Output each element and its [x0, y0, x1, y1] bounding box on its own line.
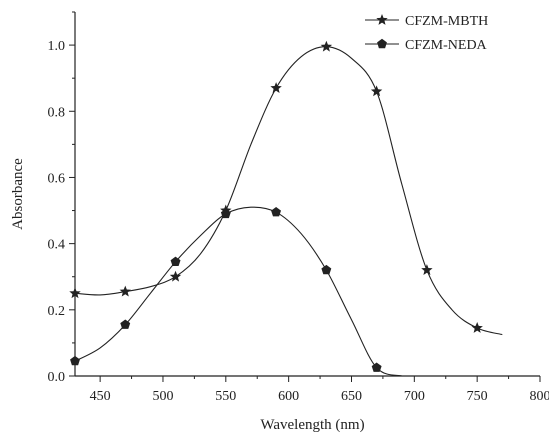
- x-tick-label: 500: [152, 389, 173, 404]
- data-point-cfzm-mbth: [421, 264, 433, 275]
- data-point-cfzm-neda: [120, 319, 131, 329]
- legend: CFZM-MBTH CFZM-NEDA: [365, 14, 488, 53]
- x-tick-label: 750: [467, 389, 488, 404]
- data-point-cfzm-neda: [321, 264, 332, 275]
- x-tick-label: 650: [341, 389, 362, 404]
- series-curves: [74, 46, 503, 377]
- y-tick-label: 0.6: [48, 171, 66, 186]
- data-point-cfzm-mbth: [119, 285, 131, 297]
- data-point-cfzm-neda: [371, 362, 382, 372]
- x-tick-label: 600: [278, 389, 299, 404]
- legend-label-cfzm-neda: CFZM-NEDA: [405, 38, 488, 53]
- data-point-cfzm-mbth: [471, 322, 483, 333]
- y-tick-label: 0.2: [48, 304, 66, 319]
- legend-marker-cfzm-neda: [377, 38, 387, 49]
- x-tick-label: 450: [90, 389, 111, 404]
- data-point-cfzm-mbth: [169, 270, 182, 282]
- y-tick-label: 0.8: [48, 105, 66, 120]
- x-axis-title: Wavelength (nm): [260, 417, 364, 433]
- data-point-cfzm-mbth: [320, 40, 333, 52]
- x-tick-label: 800: [530, 389, 549, 404]
- x-tick-label: 550: [215, 389, 236, 404]
- series-line-cfzm-mbth: [74, 46, 503, 336]
- data-point-cfzm-neda: [220, 208, 231, 219]
- legend-label-cfzm-mbth: CFZM-MBTH: [405, 14, 488, 29]
- data-point-cfzm-mbth: [370, 85, 383, 97]
- data-point-cfzm-mbth: [270, 82, 282, 93]
- y-tick-label: 0.4: [48, 238, 66, 253]
- y-tick-label: 1.0: [48, 39, 66, 54]
- data-point-cfzm-mbth: [69, 287, 81, 299]
- data-point-cfzm-neda: [170, 256, 181, 266]
- y-tick-label: 0.0: [48, 370, 66, 385]
- series-markers: [69, 40, 483, 372]
- y-axis-title: Absorbance: [10, 158, 26, 230]
- data-point-cfzm-neda: [271, 207, 281, 217]
- x-tick-label: 700: [404, 389, 425, 404]
- legend-marker-cfzm-mbth: [376, 14, 388, 25]
- axes: 450 500 550 600 650 700 750 800 0.0 0.2 0.4 0.6 0.8 1…: [10, 11, 549, 433]
- data-point-cfzm-neda: [70, 355, 80, 366]
